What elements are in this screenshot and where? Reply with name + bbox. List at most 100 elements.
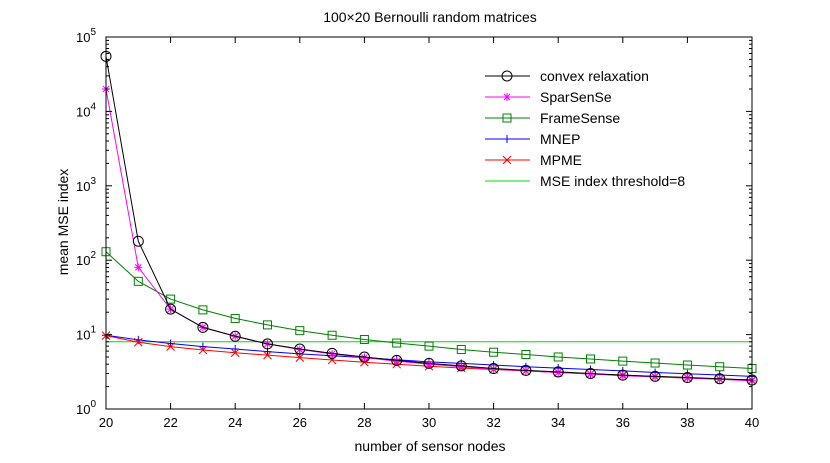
marker-square bbox=[392, 338, 402, 348]
series-convex-relaxation bbox=[100, 50, 758, 386]
x-tick-label: 26 bbox=[293, 415, 307, 430]
marker-square bbox=[715, 362, 725, 372]
marker-asterisk bbox=[683, 374, 692, 383]
marker-x bbox=[263, 350, 272, 360]
x-tick-label: 34 bbox=[551, 415, 565, 430]
series-framesense bbox=[101, 247, 757, 374]
y-tick-label: 104 bbox=[76, 101, 96, 119]
marker-square bbox=[456, 345, 466, 355]
marker-circle bbox=[455, 360, 467, 372]
x-tick-label: 24 bbox=[228, 415, 242, 430]
marker-square bbox=[133, 276, 143, 286]
legend-label: SparSenSe bbox=[540, 89, 612, 105]
x-tick-label: 32 bbox=[486, 415, 500, 430]
legend-label: FrameSense bbox=[540, 110, 620, 126]
marker-asterisk bbox=[554, 368, 563, 377]
plot-area bbox=[106, 37, 752, 409]
marker-x bbox=[230, 348, 240, 358]
marker-square bbox=[586, 354, 595, 364]
marker-square bbox=[327, 330, 337, 340]
marker-square bbox=[198, 305, 208, 315]
y-tick-label-base: 10 bbox=[76, 104, 90, 119]
y-tick-label: 100 bbox=[76, 399, 96, 417]
marker-square bbox=[502, 113, 512, 123]
marker-square bbox=[618, 356, 628, 366]
marker-plus bbox=[198, 342, 207, 351]
legend: convex relaxation SparSenSe FrameSense MNEP… bbox=[485, 68, 685, 189]
y-tick-label-base: 10 bbox=[76, 253, 90, 268]
y-tick-label-exponent: 4 bbox=[90, 101, 96, 112]
legend-entry: SparSenSe bbox=[485, 89, 612, 105]
series-line bbox=[105, 251, 753, 370]
marker-circle bbox=[552, 366, 564, 378]
marker-circle bbox=[617, 369, 629, 381]
marker-x bbox=[166, 342, 175, 351]
legend-label: convex relaxation bbox=[540, 68, 649, 84]
marker-square bbox=[263, 320, 272, 330]
y-tick-label-base: 10 bbox=[76, 179, 90, 194]
marker-circle bbox=[165, 303, 177, 315]
marker-circle bbox=[681, 372, 693, 384]
marker-asterisk bbox=[328, 349, 337, 358]
marker-square bbox=[682, 360, 692, 370]
legend-entry: FrameSense bbox=[485, 110, 620, 126]
marker-square bbox=[424, 341, 434, 351]
marker-circle bbox=[423, 357, 435, 369]
y-tick-label-exponent: 0 bbox=[90, 399, 96, 410]
marker-asterisk bbox=[457, 362, 466, 371]
y-axis-title: mean MSE index bbox=[55, 169, 71, 276]
marker-asterisk bbox=[651, 372, 660, 381]
series-line bbox=[105, 56, 753, 381]
y-tick-label-exponent: 5 bbox=[90, 27, 96, 38]
marker-circle bbox=[585, 368, 596, 380]
marker-x bbox=[198, 345, 208, 355]
marker-square bbox=[553, 352, 563, 362]
marker-x bbox=[133, 337, 143, 347]
marker-asterisk bbox=[618, 371, 627, 380]
marker-circle bbox=[197, 321, 209, 333]
legend-entry: convex relaxation bbox=[485, 68, 649, 84]
y-tick-label: 101 bbox=[76, 325, 96, 343]
y-tick-label-base: 10 bbox=[76, 402, 90, 417]
x-tick-label: 38 bbox=[680, 415, 694, 430]
chart-title: 100×20 Bernoulli random matrices bbox=[323, 9, 537, 25]
marker-asterisk bbox=[134, 263, 143, 272]
y-tick-label: 102 bbox=[76, 250, 96, 268]
marker-circle bbox=[520, 364, 532, 376]
x-tick-label: 36 bbox=[616, 415, 630, 430]
marker-circle bbox=[326, 347, 338, 359]
marker-x bbox=[502, 155, 512, 165]
y-tick-label-exponent: 2 bbox=[90, 250, 96, 261]
marker-circle bbox=[501, 70, 513, 82]
y-tick-label-exponent: 3 bbox=[90, 176, 96, 187]
legend-entry: MPME bbox=[485, 152, 582, 168]
marker-circle bbox=[649, 370, 661, 382]
x-tick-label: 28 bbox=[357, 415, 371, 430]
x-tick-label: 30 bbox=[422, 415, 436, 430]
marker-square bbox=[521, 350, 531, 360]
marker-asterisk bbox=[392, 357, 401, 366]
y-tick-label-exponent: 1 bbox=[90, 325, 96, 336]
marker-asterisk bbox=[295, 345, 304, 354]
marker-asterisk bbox=[586, 370, 595, 379]
marker-square bbox=[166, 294, 176, 304]
legend-entry: MNEP bbox=[485, 131, 580, 147]
series-layer bbox=[100, 50, 758, 386]
x-tick-label: 40 bbox=[745, 415, 759, 430]
y-tick-label: 105 bbox=[76, 27, 96, 45]
y-tick-label-base: 10 bbox=[76, 328, 90, 343]
x-tick-label: 20 bbox=[99, 415, 113, 430]
marker-plus bbox=[503, 135, 511, 143]
marker-asterisk bbox=[425, 360, 433, 369]
x-tick-label: 22 bbox=[163, 415, 177, 430]
marker-square bbox=[295, 326, 305, 336]
marker-circle bbox=[132, 235, 144, 247]
y-tick-label-base: 10 bbox=[76, 30, 90, 45]
marker-square bbox=[359, 334, 369, 344]
x-axis-title: number of sensor nodes bbox=[355, 438, 506, 454]
marker-asterisk bbox=[715, 375, 724, 384]
marker-circle bbox=[262, 338, 273, 350]
marker-asterisk bbox=[503, 93, 511, 101]
